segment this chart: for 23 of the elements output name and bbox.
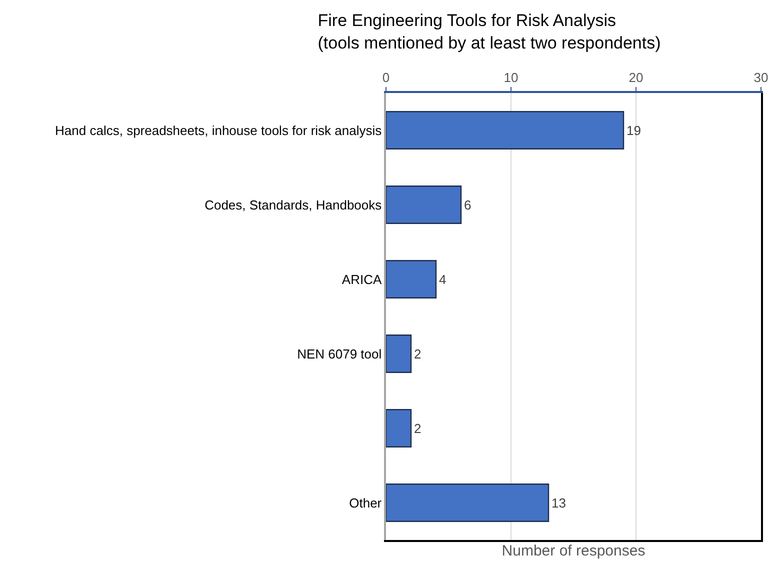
data-label: 2	[414, 346, 422, 362]
y-tick-label: Hand calcs, spreadsheets, inhouse tools for risk analysis	[55, 122, 382, 138]
x-axis-title: Number of responses	[502, 542, 646, 560]
x-tick-label: 10	[504, 70, 518, 85]
y-tick-label: NEN 6079 tool	[297, 346, 382, 362]
data-label: 4	[439, 272, 446, 287]
x-tick-label: 0	[382, 70, 390, 85]
bar	[386, 111, 624, 150]
bar	[386, 334, 412, 373]
x-tick-label: 20	[628, 70, 644, 85]
data-label: 13	[552, 495, 566, 510]
bar	[386, 409, 412, 448]
data-label: 6	[464, 197, 472, 212]
data-label: 2	[414, 420, 422, 436]
bar	[386, 484, 550, 522]
y-tick-label: Codes, Standards, Handbooks	[204, 197, 382, 212]
chart-title: Fire Engineering Tools for Risk Analysis (tools mentioned by at least two respondents)	[318, 11, 661, 52]
bar	[386, 186, 462, 224]
bar	[386, 260, 437, 298]
y-tick-label: Other	[349, 495, 382, 510]
x-tick-label: 30	[754, 70, 768, 85]
y-tick-label: ARICA	[342, 272, 382, 287]
data-label: 19	[626, 122, 641, 138]
